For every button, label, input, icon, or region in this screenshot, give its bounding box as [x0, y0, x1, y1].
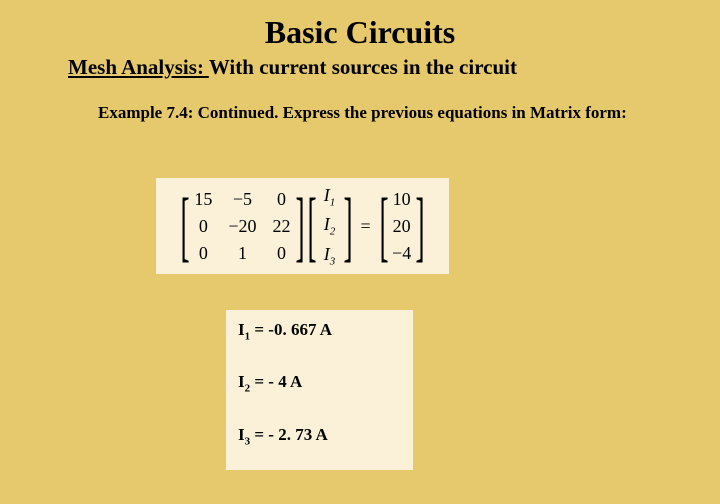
bracket-right-x: ] — [343, 187, 352, 265]
subtitle-row: Mesh Analysis: With current sources in t… — [0, 51, 720, 80]
page-title: Basic Circuits — [0, 0, 720, 51]
result-line: I2 = - 4 A — [238, 372, 413, 394]
matrix-equation: [ 15 −5 0 0 −20 22 0 1 0 ] [ I1 I2 I3 ] … — [180, 185, 424, 268]
matrix-A: 15 −5 0 0 −20 22 0 1 0 — [192, 189, 292, 264]
matrix-A-cell: 0 — [192, 216, 214, 237]
vector-b-item: 20 — [391, 216, 413, 237]
example-text: Example 7.4: Continued. Express the prev… — [0, 80, 720, 124]
result-line: I3 = - 2. 73 A — [238, 425, 413, 447]
matrix-A-cell: 1 — [228, 243, 256, 264]
bracket-right-A: ] — [295, 187, 304, 265]
equals-sign: = — [354, 216, 376, 237]
matrix-equation-box: [ 15 −5 0 0 −20 22 0 1 0 ] [ I1 I2 I3 ] … — [156, 178, 449, 274]
vector-x-item: I2 — [319, 214, 341, 238]
subtitle-rest: With current sources in the circuit — [209, 55, 517, 79]
vector-b-item: −4 — [391, 243, 413, 264]
matrix-A-cell: −20 — [228, 216, 256, 237]
vector-b-item: 10 — [391, 189, 413, 210]
subtitle-underline: Mesh Analysis: — [68, 55, 209, 79]
vector-x-item: I1 — [319, 185, 341, 209]
results-box: I1 = -0. 667 A I2 = - 4 A I3 = - 2. 73 A — [226, 310, 413, 470]
bracket-right-b: ] — [415, 187, 424, 265]
matrix-A-cell: 15 — [192, 189, 214, 210]
matrix-A-cell: 0 — [271, 243, 293, 264]
bracket-left-b: [ — [379, 187, 388, 265]
bracket-left-A: [ — [181, 187, 190, 265]
vector-x: I1 I2 I3 — [319, 185, 341, 268]
matrix-A-cell: −5 — [228, 189, 256, 210]
bracket-left-x: [ — [307, 187, 316, 265]
matrix-A-cell: 0 — [271, 189, 293, 210]
matrix-A-cell: 22 — [271, 216, 293, 237]
result-line: I1 = -0. 667 A — [238, 320, 413, 342]
matrix-A-cell: 0 — [192, 243, 214, 264]
vector-b: 10 20 −4 — [391, 189, 413, 264]
vector-x-item: I3 — [319, 244, 341, 268]
